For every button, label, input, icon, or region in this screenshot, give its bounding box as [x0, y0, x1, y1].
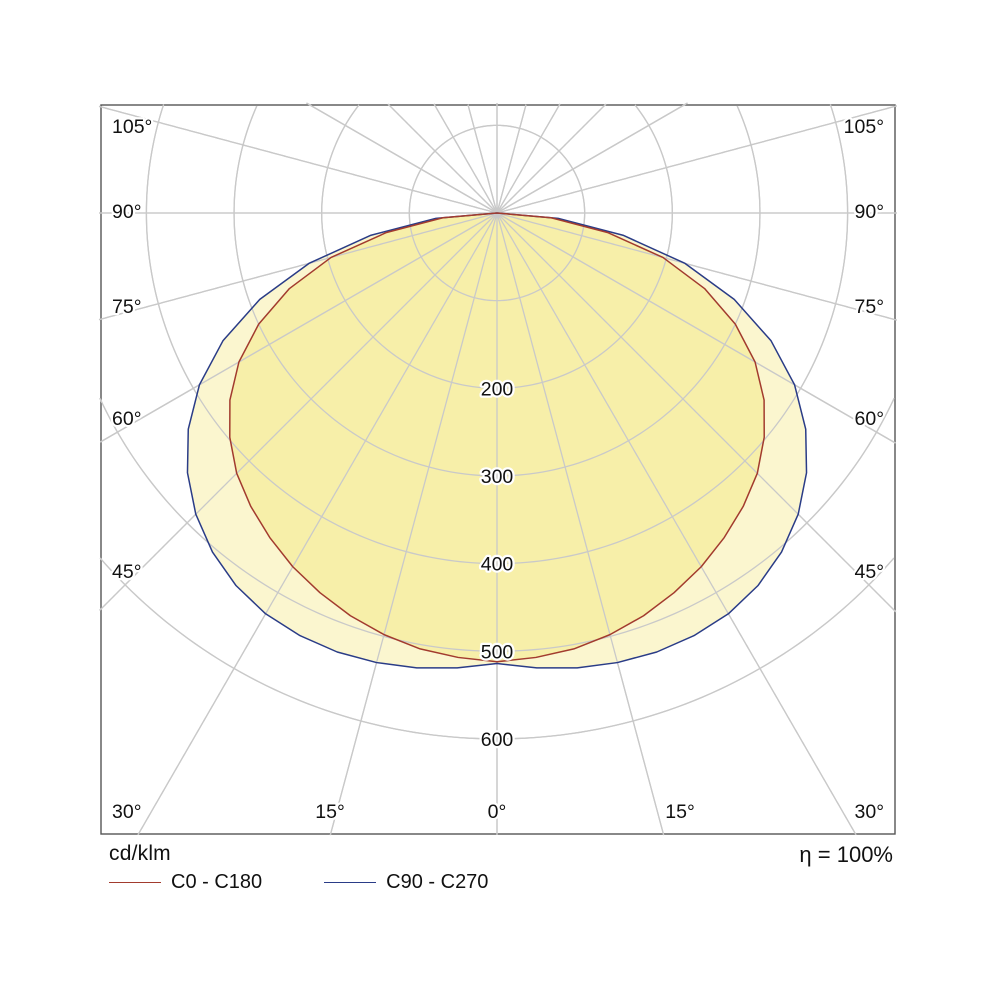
- angular-gridline--15: [330, 213, 497, 835]
- legend-swatch-c90-c270-icon: [324, 882, 377, 883]
- angular-gridline-60: [497, 213, 895, 443]
- angular-gridline-135: [497, 104, 606, 213]
- chart-legend: cd/klm η = 100% C0 - C180 C90 - C270: [101, 838, 895, 908]
- angular-gridline--45: [100, 213, 497, 610]
- radial-label-300: 300: [481, 466, 514, 488]
- angle-label-left-75: 75°: [112, 296, 142, 318]
- angle-label-right-90: 90°: [855, 201, 885, 223]
- radial-tick-labels: 200 300 400 500 600: [478, 376, 515, 753]
- angular-gridline-150: [497, 104, 560, 213]
- legend-efficiency-label: η = 100%: [799, 842, 893, 867]
- angle-label-bottom-0: 0°: [488, 801, 507, 823]
- angle-label-right-60: 60°: [855, 408, 885, 430]
- legend-swatch-c0-c180-icon: [109, 882, 161, 883]
- legend-item-c0-c180[interactable]: C0 - C180: [109, 871, 262, 894]
- angular-gridline--75: [99, 213, 497, 320]
- series-line-c90-c270: [186, 212, 808, 669]
- angle-tick-labels: 105° 90° 75° 60° 45° 30° 105° 90° 75° 60° 45° 30° 15…: [110, 114, 887, 826]
- radial-label-400: 400: [481, 554, 514, 576]
- plot-frame: [100, 104, 896, 835]
- chart-series-area: [99, 103, 897, 835]
- angular-gridline-120: [497, 103, 688, 213]
- angular-gridline--120: [306, 103, 497, 213]
- angle-label-bottom-15-right: 15°: [665, 801, 695, 823]
- legend-item-c90-c270[interactable]: C90 - C270: [324, 871, 488, 894]
- angular-gridline--60: [100, 213, 497, 442]
- angular-gridline--30: [138, 213, 497, 835]
- angular-gridline--165: [468, 105, 497, 213]
- radial-label-600: 600: [481, 729, 514, 751]
- angular-gridline-105: [497, 106, 897, 213]
- angular-gridline-15: [497, 213, 664, 835]
- legend-entries: C0 - C180 C90 - C270: [109, 871, 550, 894]
- legend-label-c90-c270: C90 - C270: [386, 871, 489, 893]
- angle-label-left-90: 90°: [112, 201, 142, 223]
- radial-label-200: 200: [481, 378, 514, 400]
- radial-label-500: 500: [481, 641, 514, 663]
- angle-label-right-105: 105°: [844, 116, 884, 138]
- angular-gridline-75: [497, 213, 897, 320]
- angle-label-right-30: 30°: [855, 801, 885, 823]
- angle-label-left-45: 45°: [112, 561, 142, 583]
- angular-gridline--135: [388, 104, 497, 213]
- angle-label-right-75: 75°: [855, 296, 885, 318]
- legend-label-c0-c180: C0 - C180: [171, 871, 263, 893]
- angular-gridlines-overlay: [99, 103, 897, 835]
- angular-gridline-165: [497, 105, 526, 213]
- angle-label-right-45: 45°: [855, 561, 885, 583]
- angular-gridline--105: [99, 106, 497, 213]
- angular-gridline--150: [434, 104, 497, 213]
- angle-label-left-30: 30°: [112, 801, 142, 823]
- angle-label-left-105: 105°: [112, 116, 152, 138]
- legend-units-label: cd/klm: [109, 842, 171, 865]
- angle-label-bottom-15-left: 15°: [315, 801, 345, 823]
- series-line-c0-c180: [229, 212, 765, 663]
- angular-gridline-45: [497, 213, 896, 612]
- angle-label-left-60: 60°: [112, 408, 142, 430]
- angular-gridline-30: [497, 213, 856, 835]
